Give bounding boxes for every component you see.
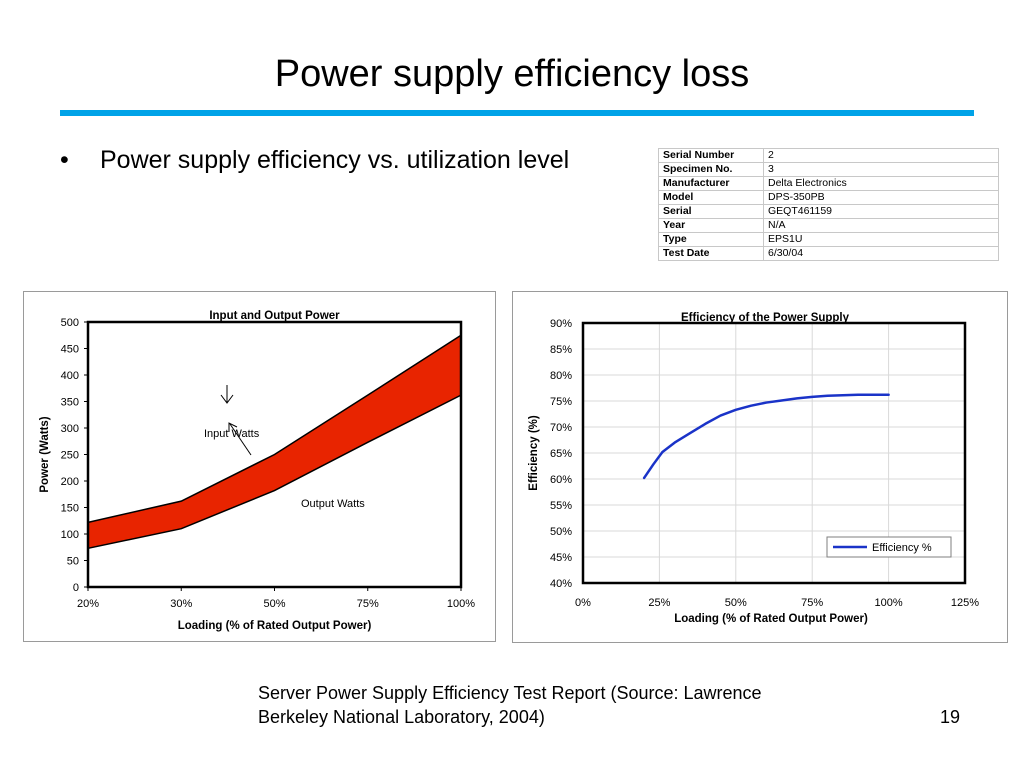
chart-title: Efficiency of the Power Supply xyxy=(681,312,850,324)
y-tick-label: 70% xyxy=(550,422,572,434)
spec-value: 3 xyxy=(763,162,999,177)
y-tick-label: 40% xyxy=(550,578,572,590)
x-tick-label: 100% xyxy=(447,598,475,610)
legend-box xyxy=(826,536,952,558)
spec-label: Specimen No. xyxy=(658,162,764,177)
spec-row: Specimen No. 3 xyxy=(658,162,999,177)
spec-value: 2 xyxy=(763,148,999,163)
y-tick-label: 80% xyxy=(550,370,572,382)
spec-row: Serial GEQT461159 xyxy=(658,204,999,219)
x-tick-label: 50% xyxy=(263,598,285,610)
efficiency-line xyxy=(642,393,890,480)
y-tick-label: 350 xyxy=(61,397,79,409)
spec-row: Test Date 6/30/04 xyxy=(658,246,999,261)
y-tick-label: 100 xyxy=(61,529,79,541)
spec-label: Test Date xyxy=(658,246,764,261)
spec-label: Manufacturer xyxy=(658,176,764,191)
y-tick-label: 50% xyxy=(550,526,572,538)
spec-label: Year xyxy=(658,218,764,233)
y-tick-label: 150 xyxy=(61,503,79,515)
y-tick-label: 300 xyxy=(61,423,79,435)
input-watts-annotation: Input Watts xyxy=(204,428,260,440)
spec-value: GEQT461159 xyxy=(763,204,999,219)
x-tick-label: 20% xyxy=(77,598,99,610)
y-tick-label: 65% xyxy=(550,448,572,460)
spec-label: Type xyxy=(658,232,764,247)
power-chart-panel: Input and Output Power 0 50 100 150 200 250 300… xyxy=(23,291,496,642)
y-tick-label: 90% xyxy=(550,318,572,330)
source-caption-line1: Server Power Supply Efficiency Test Repo… xyxy=(258,683,762,703)
spec-value: DPS-350PB xyxy=(763,190,999,205)
x-axis-label: Loading (% of Rated Output Power) xyxy=(674,613,868,625)
source-caption: Server Power Supply Efficiency Test Repo… xyxy=(258,681,762,729)
spec-row: Year N/A xyxy=(658,218,999,233)
spec-table: Serial Number 2 Specimen No. 3 Manufacturer D… xyxy=(658,148,999,261)
spec-label: Serial Number xyxy=(658,148,764,163)
x-tick-label: 75% xyxy=(801,597,823,609)
power-loss-band xyxy=(88,335,461,549)
source-caption-line2: Berkeley National Laboratory, 2004) xyxy=(258,707,545,727)
y-tick-label: 400 xyxy=(61,370,79,382)
x-tick-label: 0% xyxy=(575,597,591,609)
chart-title: Input and Output Power xyxy=(209,310,340,322)
y-tick-label: 450 xyxy=(61,344,79,356)
diagonal-arrow-shaft xyxy=(229,423,252,456)
x-tick-label: 25% xyxy=(648,597,670,609)
y-tick-label: 500 xyxy=(61,317,79,329)
output-watts-line xyxy=(87,394,462,550)
y-tick-label: 60% xyxy=(550,474,572,486)
x-tick-label: 100% xyxy=(875,597,903,609)
spec-row: Serial Number 2 xyxy=(658,148,999,163)
plot-frame xyxy=(581,321,967,585)
spec-row: Model DPS-350PB xyxy=(658,190,999,205)
page-number: 19 xyxy=(940,707,961,727)
spec-value: EPS1U xyxy=(763,232,999,247)
spec-value: 6/30/04 xyxy=(763,246,999,261)
y-axis-label: Efficiency (%) xyxy=(528,415,540,491)
y-axis-label: Power (Watts) xyxy=(39,416,51,492)
bullet-dot: • xyxy=(60,146,69,174)
x-tick-label: 50% xyxy=(725,597,747,609)
input-watts-line xyxy=(87,334,462,524)
y-tick-label: 0 xyxy=(73,582,79,594)
spec-label: Model xyxy=(658,190,764,205)
y-tick-label: 55% xyxy=(550,500,572,512)
bullet-item: • Power supply efficiency vs. utilization… xyxy=(60,143,569,177)
title-divider xyxy=(60,110,974,116)
diagonal-arrow-head xyxy=(228,422,238,432)
down-arrow-head xyxy=(220,394,234,404)
x-tick-label: 75% xyxy=(357,598,379,610)
power-chart: Input and Output Power 0 50 100 150 200 250 300… xyxy=(39,310,475,632)
x-axis-label: Loading (% of Rated Output Power) xyxy=(178,620,372,632)
y-tick-label: 250 xyxy=(61,450,79,462)
spec-row: Manufacturer Delta Electronics xyxy=(658,176,999,191)
x-tick-label: 30% xyxy=(170,598,192,610)
legend-label: Efficiency % xyxy=(872,542,932,554)
bullet-text: Power supply efficiency vs. utilization … xyxy=(100,146,570,174)
efficiency-chart: Efficiency of the Power Supply 40% 45% 50% 5… xyxy=(528,312,979,625)
slide-title: Power supply efficiency loss xyxy=(274,53,750,95)
y-tick-label: 50 xyxy=(67,556,79,568)
y-tick-label: 85% xyxy=(550,344,572,356)
efficiency-chart-panel: Efficiency of the Power Supply 40% 45% 50% 5… xyxy=(512,291,1008,643)
spec-row: Type EPS1U xyxy=(658,232,999,247)
spec-value: Delta Electronics xyxy=(763,176,999,191)
y-tick-label: 200 xyxy=(61,476,79,488)
spec-value: N/A xyxy=(763,218,999,233)
spec-label: Serial xyxy=(658,204,764,219)
y-tick-label: 75% xyxy=(550,396,572,408)
output-watts-annotation: Output Watts xyxy=(301,498,365,510)
y-tick-label: 45% xyxy=(550,552,572,564)
x-tick-label: 125% xyxy=(951,597,979,609)
